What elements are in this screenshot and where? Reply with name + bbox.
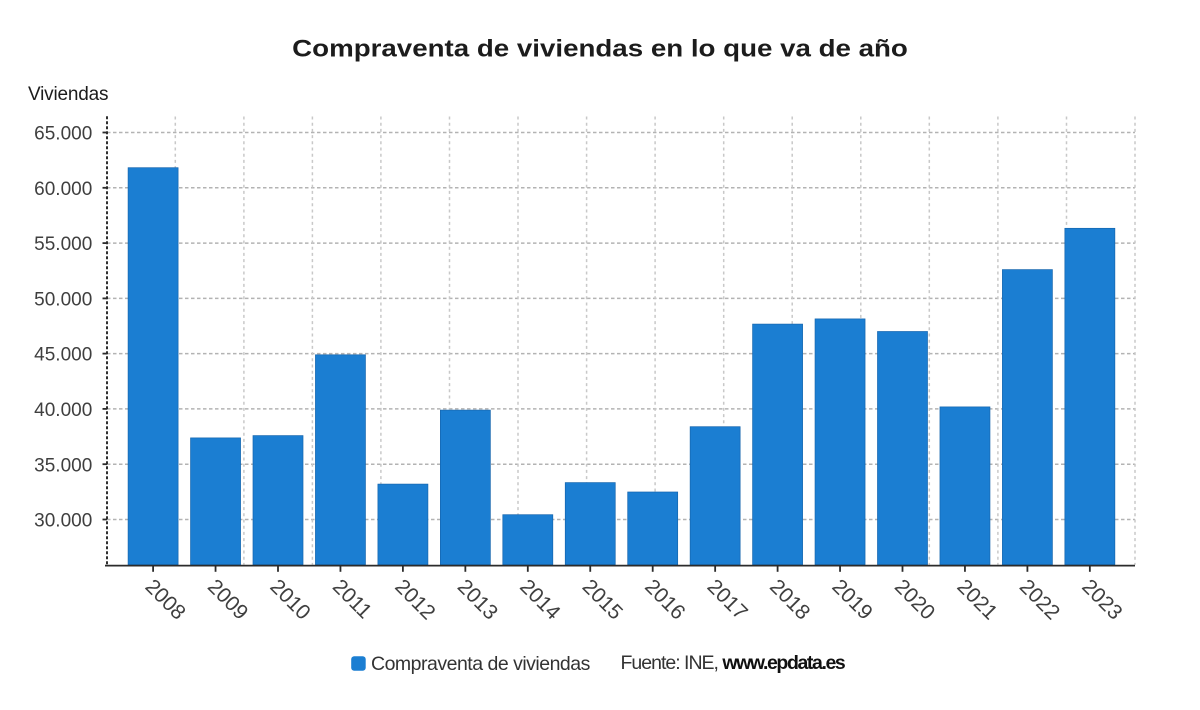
svg-text:45.000: 45.000	[34, 345, 92, 366]
svg-text:65.000: 65.000	[34, 124, 92, 145]
svg-text:Fuente: INE, www.epdata.es: Fuente: INE, www.epdata.es	[621, 652, 846, 674]
svg-text:30.000: 30.000	[34, 511, 92, 532]
svg-text:Viviendas: Viviendas	[28, 84, 108, 105]
svg-text:Compraventa de viviendas: Compraventa de viviendas	[371, 653, 591, 675]
svg-text:35.000: 35.000	[34, 455, 92, 476]
svg-text:50.000: 50.000	[34, 290, 92, 311]
svg-text:40.000: 40.000	[34, 400, 92, 421]
svg-text:60.000: 60.000	[34, 179, 92, 200]
svg-text:55.000: 55.000	[34, 234, 92, 255]
svg-text:Compraventa de viviendas en lo: Compraventa de viviendas en lo que va de…	[292, 36, 908, 62]
